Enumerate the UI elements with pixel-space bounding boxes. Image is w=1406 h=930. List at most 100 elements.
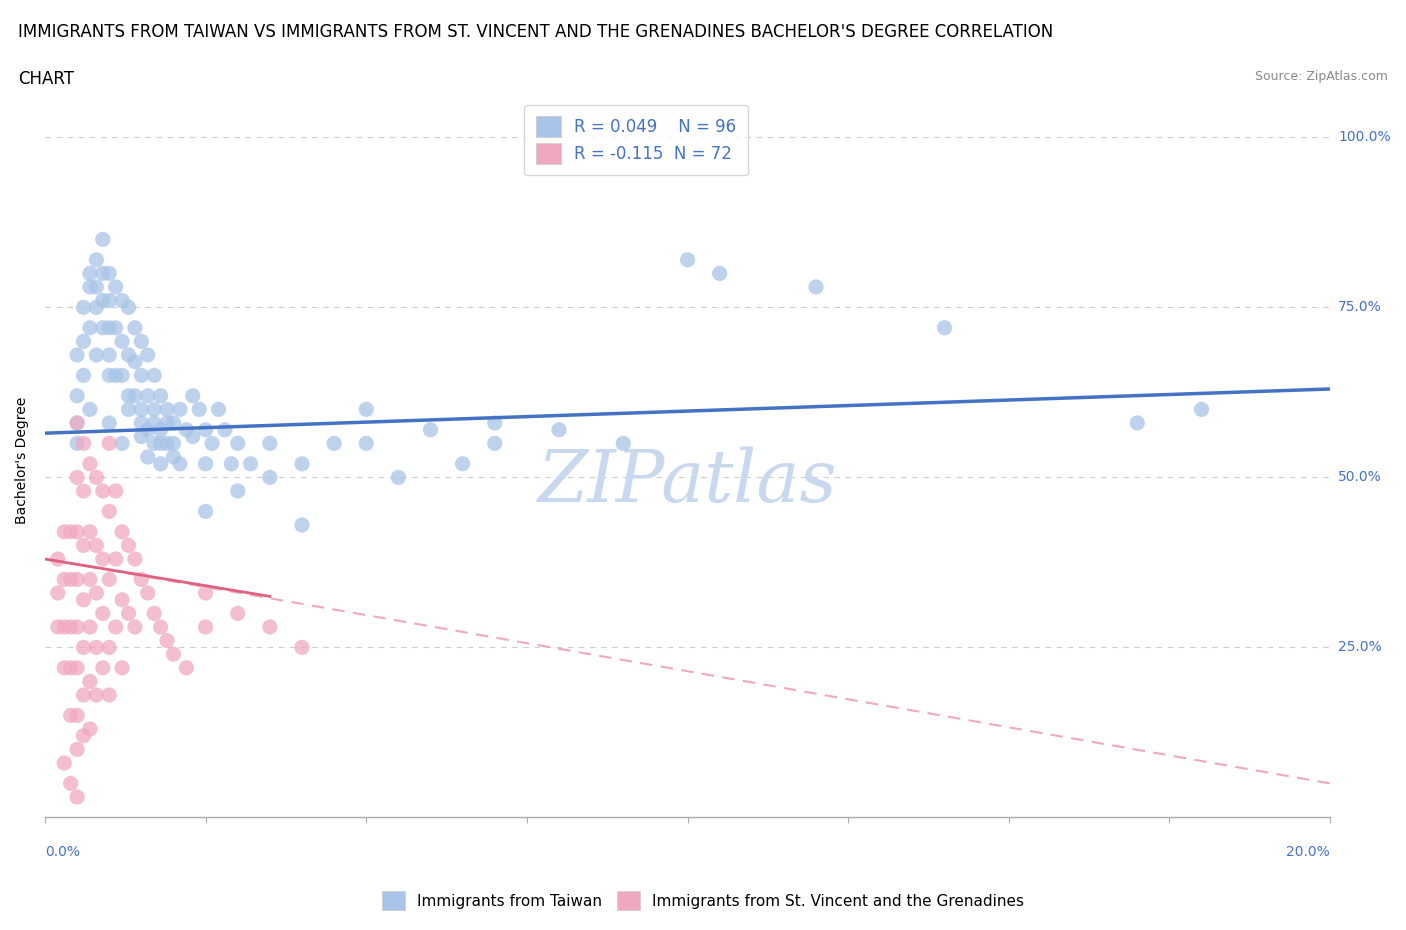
- Point: [53, 572, 76, 587]
- Point: [484, 416, 506, 431]
- Point: [169, 402, 191, 417]
- Point: [259, 619, 281, 634]
- Point: [53, 755, 76, 770]
- Point: [46, 619, 69, 634]
- Point: [98, 687, 121, 702]
- Point: [162, 449, 184, 464]
- Point: [98, 416, 121, 431]
- Point: [131, 334, 153, 349]
- Point: [354, 436, 377, 451]
- Point: [194, 457, 217, 472]
- Text: IMMIGRANTS FROM TAIWAN VS IMMIGRANTS FROM ST. VINCENT AND THE GRENADINES BACHELO: IMMIGRANTS FROM TAIWAN VS IMMIGRANTS FRO…: [18, 23, 1053, 41]
- Text: 0.0%: 0.0%: [45, 845, 80, 859]
- Point: [66, 416, 89, 431]
- Point: [136, 586, 159, 601]
- Point: [59, 619, 82, 634]
- Point: [98, 640, 121, 655]
- Point: [221, 457, 243, 472]
- Point: [143, 368, 166, 383]
- Point: [124, 551, 146, 566]
- Point: [91, 232, 114, 246]
- Point: [104, 280, 127, 295]
- Point: [934, 320, 956, 335]
- Point: [98, 436, 121, 451]
- Point: [136, 348, 159, 363]
- Legend: Immigrants from Taiwan, Immigrants from St. Vincent and the Grenadines: Immigrants from Taiwan, Immigrants from …: [374, 884, 1032, 918]
- Legend: R = 0.049    N = 96, R = -0.115  N = 72: R = 0.049 N = 96, R = -0.115 N = 72: [524, 104, 748, 175]
- Point: [143, 606, 166, 621]
- Point: [59, 660, 82, 675]
- Point: [291, 640, 314, 655]
- Point: [354, 402, 377, 417]
- Y-axis label: Bachelor's Degree: Bachelor's Degree: [15, 397, 30, 524]
- Point: [162, 436, 184, 451]
- Point: [111, 334, 134, 349]
- Point: [72, 300, 94, 315]
- Point: [484, 436, 506, 451]
- Point: [72, 728, 94, 743]
- Point: [143, 402, 166, 417]
- Point: [79, 525, 101, 539]
- Point: [66, 619, 89, 634]
- Point: [66, 389, 89, 404]
- Point: [46, 551, 69, 566]
- Point: [72, 436, 94, 451]
- Point: [59, 708, 82, 723]
- Text: 100.0%: 100.0%: [1339, 130, 1391, 144]
- Point: [72, 687, 94, 702]
- Point: [79, 722, 101, 737]
- Point: [136, 449, 159, 464]
- Point: [104, 619, 127, 634]
- Point: [86, 640, 108, 655]
- Point: [98, 348, 121, 363]
- Point: [79, 402, 101, 417]
- Point: [72, 640, 94, 655]
- Point: [79, 320, 101, 335]
- Point: [291, 457, 314, 472]
- Point: [149, 457, 172, 472]
- Point: [59, 776, 82, 790]
- Point: [194, 422, 217, 437]
- Point: [124, 320, 146, 335]
- Point: [86, 586, 108, 601]
- Point: [111, 368, 134, 383]
- Point: [131, 368, 153, 383]
- Point: [169, 457, 191, 472]
- Point: [259, 436, 281, 451]
- Point: [136, 422, 159, 437]
- Text: ZIPatlas: ZIPatlas: [537, 446, 838, 517]
- Point: [66, 525, 89, 539]
- Point: [111, 436, 134, 451]
- Point: [131, 402, 153, 417]
- Point: [53, 660, 76, 675]
- Point: [66, 572, 89, 587]
- Point: [72, 484, 94, 498]
- Point: [149, 619, 172, 634]
- Point: [79, 457, 101, 472]
- Point: [162, 416, 184, 431]
- Point: [66, 416, 89, 431]
- Point: [156, 436, 179, 451]
- Point: [226, 436, 249, 451]
- Point: [111, 592, 134, 607]
- Point: [226, 484, 249, 498]
- Point: [194, 619, 217, 634]
- Point: [66, 470, 89, 485]
- Point: [117, 402, 139, 417]
- Point: [188, 402, 211, 417]
- Point: [79, 572, 101, 587]
- Point: [91, 320, 114, 335]
- Point: [86, 538, 108, 552]
- Point: [53, 619, 76, 634]
- Text: Source: ZipAtlas.com: Source: ZipAtlas.com: [1254, 70, 1388, 83]
- Point: [79, 280, 101, 295]
- Text: 75.0%: 75.0%: [1339, 300, 1382, 314]
- Point: [91, 484, 114, 498]
- Point: [201, 436, 224, 451]
- Point: [548, 422, 571, 437]
- Point: [117, 300, 139, 315]
- Point: [143, 416, 166, 431]
- Point: [117, 348, 139, 363]
- Point: [66, 436, 89, 451]
- Point: [79, 266, 101, 281]
